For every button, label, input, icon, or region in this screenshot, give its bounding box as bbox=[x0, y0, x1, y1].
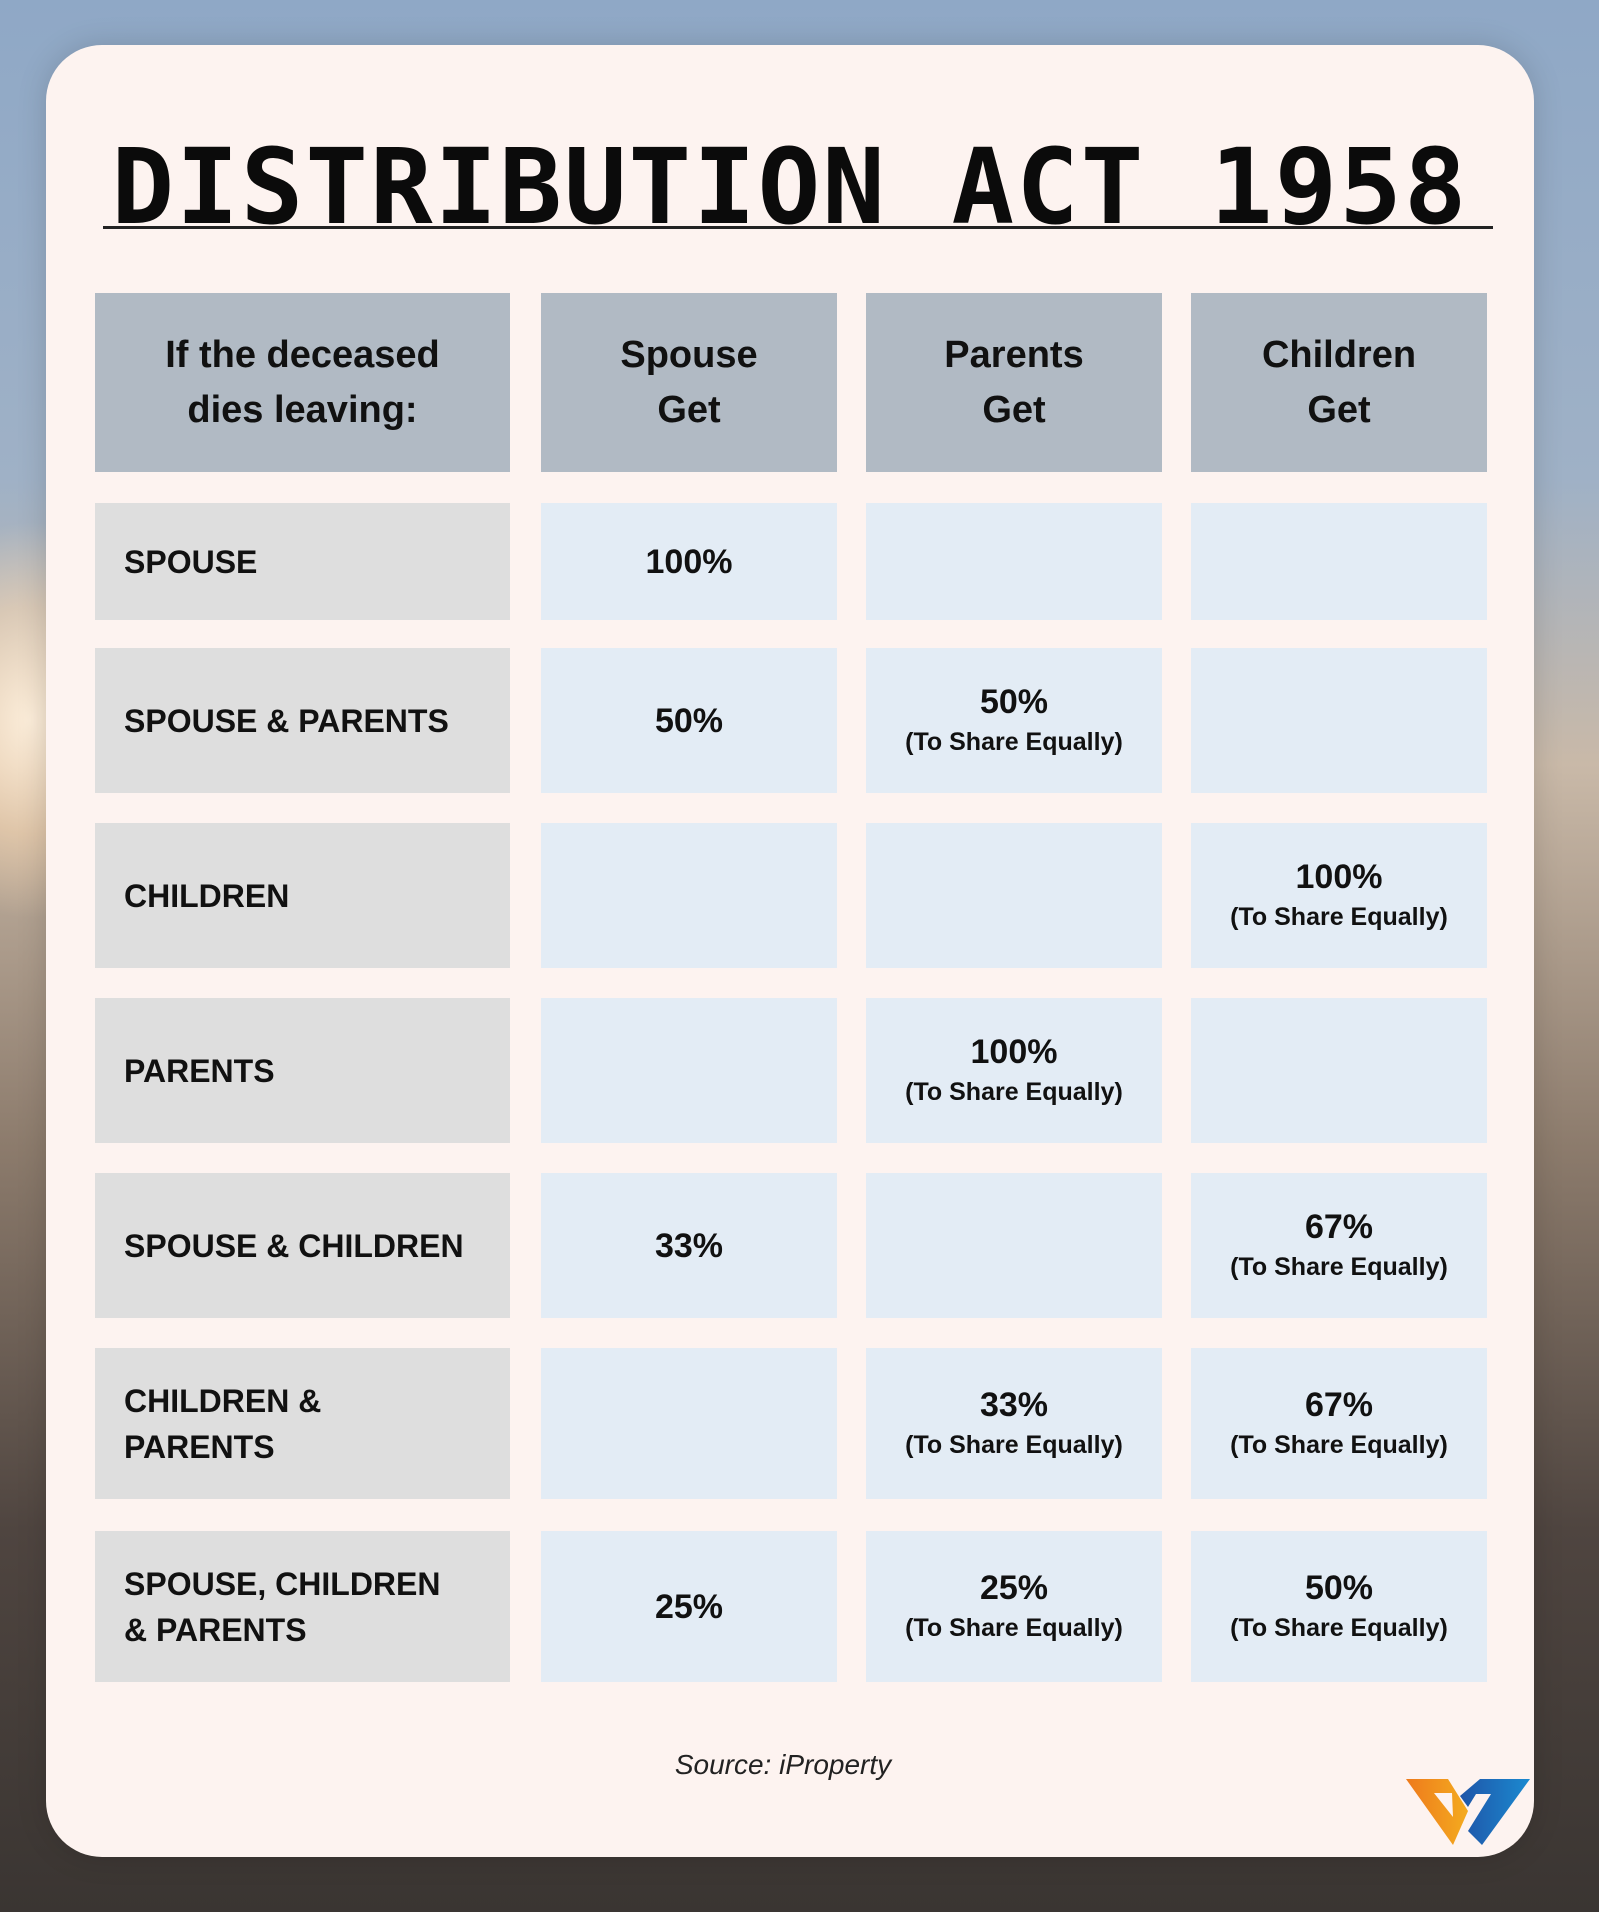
share-percentage: 67% bbox=[1304, 1385, 1374, 1424]
row-label-line: PARENTS bbox=[124, 1428, 275, 1465]
cell-spouse-share: 100% bbox=[541, 503, 837, 620]
cell-spouse-share: 33% bbox=[541, 1173, 837, 1318]
header-text: If the deceased bbox=[165, 333, 440, 376]
row-label: CHILDREN & PARENTS bbox=[95, 1348, 510, 1499]
cell-children-share: 100% (To Share Equally) bbox=[1191, 823, 1487, 968]
row-label: SPOUSE & PARENTS bbox=[95, 648, 510, 793]
cell-children-share bbox=[1191, 503, 1487, 620]
share-percentage: 67% bbox=[1304, 1207, 1374, 1246]
share-percentage: 25% bbox=[979, 1568, 1049, 1607]
cell-parents-share: 33% (To Share Equally) bbox=[866, 1348, 1162, 1499]
header-text: dies leaving: bbox=[187, 388, 418, 431]
row-label-line: CHILDREN & bbox=[124, 1382, 322, 1419]
cell-parents-share bbox=[866, 1173, 1162, 1318]
row-label: SPOUSE bbox=[95, 503, 510, 620]
row-label-line: CHILDREN bbox=[124, 877, 290, 914]
share-percentage: 33% bbox=[654, 1226, 724, 1265]
share-note: (To Share Equally) bbox=[905, 727, 1123, 756]
share-note: (To Share Equally) bbox=[905, 1430, 1123, 1459]
source-credit: Source: iProperty bbox=[674, 1749, 892, 1780]
cell-parents-share: 50% (To Share Equally) bbox=[866, 648, 1162, 793]
header-parents-get: Parents Get bbox=[866, 293, 1162, 472]
share-percentage: 50% bbox=[654, 701, 724, 740]
cell-parents-share: 100% (To Share Equally) bbox=[866, 998, 1162, 1143]
page-title: DISTRIBUTION ACT 1958 bbox=[111, 126, 1469, 248]
row-label-line: SPOUSE & PARENTS bbox=[124, 702, 449, 739]
header-text: Get bbox=[657, 388, 721, 431]
header-text: Spouse bbox=[620, 333, 758, 376]
row-label: PARENTS bbox=[95, 998, 510, 1143]
cell-parents-share bbox=[866, 503, 1162, 620]
header-text: Get bbox=[1307, 388, 1371, 431]
header-deceased-leaves: If the deceased dies leaving: bbox=[95, 293, 510, 472]
share-percentage: 100% bbox=[970, 1032, 1058, 1071]
cell-parents-share: 25% (To Share Equally) bbox=[866, 1531, 1162, 1682]
share-percentage: 25% bbox=[654, 1587, 724, 1626]
share-percentage: 50% bbox=[979, 682, 1049, 721]
share-percentage: 50% bbox=[1304, 1568, 1374, 1607]
cell-spouse-share bbox=[541, 1348, 837, 1499]
cell-children-share: 67% (To Share Equally) bbox=[1191, 1173, 1487, 1318]
cell-children-share bbox=[1191, 648, 1487, 793]
cell-spouse-share: 50% bbox=[541, 648, 837, 793]
cell-children-share bbox=[1191, 998, 1487, 1143]
share-percentage: 100% bbox=[645, 542, 733, 581]
row-label: SPOUSE & CHILDREN bbox=[95, 1173, 510, 1318]
cell-parents-share bbox=[866, 823, 1162, 968]
share-note: (To Share Equally) bbox=[905, 1077, 1123, 1106]
share-note: (To Share Equally) bbox=[905, 1613, 1123, 1642]
row-label: SPOUSE, CHILDREN & PARENTS bbox=[95, 1531, 510, 1682]
share-percentage: 33% bbox=[979, 1385, 1049, 1424]
header-children-get: Children Get bbox=[1191, 293, 1487, 472]
row-label-line: SPOUSE & CHILDREN bbox=[124, 1227, 464, 1264]
share-note: (To Share Equally) bbox=[1230, 1252, 1448, 1281]
share-note: (To Share Equally) bbox=[1230, 1430, 1448, 1459]
share-note: (To Share Equally) bbox=[1230, 902, 1448, 931]
cell-spouse-share bbox=[541, 998, 837, 1143]
header-spouse-get: Spouse Get bbox=[541, 293, 837, 472]
header-text: Parents bbox=[944, 333, 1084, 376]
cell-children-share: 67% (To Share Equally) bbox=[1191, 1348, 1487, 1499]
cell-spouse-share: 25% bbox=[541, 1531, 837, 1682]
title-divider bbox=[103, 226, 1493, 229]
header-text: Get bbox=[982, 388, 1046, 431]
header-text: Children bbox=[1261, 333, 1417, 376]
row-label-line: & PARENTS bbox=[124, 1611, 307, 1648]
row-label-line: SPOUSE bbox=[124, 543, 258, 580]
cell-children-share: 50% (To Share Equally) bbox=[1191, 1531, 1487, 1682]
share-note: (To Share Equally) bbox=[1230, 1613, 1448, 1642]
info-card: DISTRIBUTION ACT 1958 If the deceased di… bbox=[46, 45, 1534, 1857]
cell-spouse-share bbox=[541, 823, 837, 968]
row-label-line: SPOUSE, CHILDREN bbox=[124, 1565, 441, 1602]
row-label: CHILDREN bbox=[95, 823, 510, 968]
share-percentage: 100% bbox=[1295, 857, 1383, 896]
row-label-line: PARENTS bbox=[124, 1052, 275, 1089]
brand-logo-icon bbox=[1406, 1779, 1530, 1845]
